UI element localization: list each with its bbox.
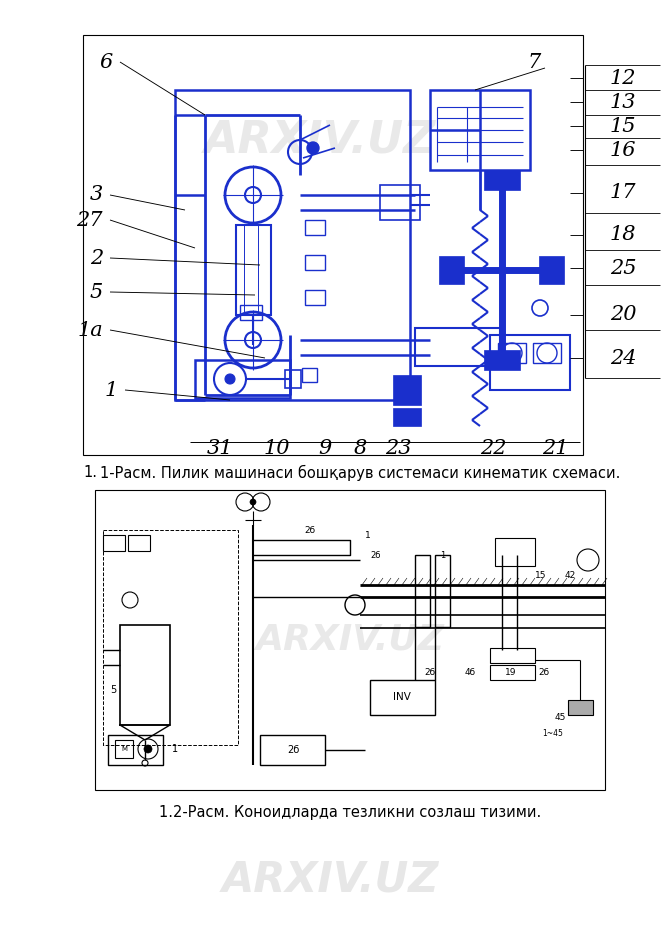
- Text: 1~45: 1~45: [542, 729, 563, 738]
- Bar: [370, 680, 435, 715]
- Bar: [415, 328, 500, 366]
- Bar: [83, 35, 583, 455]
- Text: 15: 15: [535, 571, 547, 580]
- Circle shape: [250, 499, 256, 505]
- Text: 1-Расм. Пилик машинаси бошқарув системаси кинематик схемаси.: 1-Расм. Пилик машинаси бошқарув системас…: [100, 465, 621, 482]
- Text: 6: 6: [100, 52, 113, 71]
- Text: 22: 22: [480, 439, 506, 457]
- Bar: [393, 375, 421, 405]
- Bar: [539, 256, 564, 284]
- Text: ARXIV.UZ: ARXIV.UZ: [204, 119, 436, 162]
- Text: 2б: 2б: [538, 668, 549, 677]
- Text: 10: 10: [264, 439, 290, 457]
- Text: 20: 20: [609, 306, 637, 324]
- Text: 3: 3: [90, 185, 103, 205]
- Text: 23: 23: [385, 439, 411, 457]
- Text: 1.2-Расм. Коноидларда тезликни созлаш тизими.: 1.2-Расм. Коноидларда тезликни созлаш ти…: [159, 805, 541, 820]
- Text: 1: 1: [365, 530, 371, 539]
- Text: M: M: [121, 746, 127, 752]
- Text: 9: 9: [319, 439, 332, 457]
- Bar: [435, 555, 450, 627]
- Text: 1: 1: [104, 381, 118, 399]
- Text: 1: 1: [172, 744, 178, 754]
- Text: 12: 12: [609, 68, 637, 88]
- Text: 2б: 2б: [370, 551, 381, 560]
- Text: 7: 7: [527, 52, 540, 71]
- Bar: [490, 665, 535, 680]
- Text: 42: 42: [565, 571, 576, 580]
- Circle shape: [307, 142, 319, 154]
- Bar: [108, 735, 163, 765]
- Bar: [490, 335, 570, 390]
- Bar: [302, 368, 317, 382]
- Bar: [175, 90, 410, 400]
- Text: 2: 2: [90, 249, 103, 267]
- Text: ARXIV.UZ: ARXIV.UZ: [221, 859, 439, 901]
- Text: 21: 21: [542, 439, 568, 457]
- Bar: [393, 408, 421, 426]
- Text: 25: 25: [609, 258, 637, 278]
- Text: 2б: 2б: [305, 526, 315, 535]
- Bar: [484, 170, 520, 190]
- Bar: [95, 490, 605, 790]
- Text: 24: 24: [609, 349, 637, 367]
- Text: 5: 5: [90, 282, 103, 301]
- Bar: [305, 255, 325, 270]
- Text: INV: INV: [393, 692, 411, 702]
- Bar: [495, 538, 535, 566]
- Circle shape: [225, 374, 235, 384]
- Bar: [285, 370, 301, 388]
- Text: 27: 27: [77, 210, 103, 229]
- Bar: [240, 305, 262, 320]
- Text: 5: 5: [110, 685, 116, 695]
- Bar: [103, 535, 125, 551]
- Bar: [533, 343, 561, 363]
- Text: 19: 19: [505, 668, 516, 677]
- Bar: [380, 185, 420, 220]
- Bar: [195, 360, 290, 398]
- Bar: [568, 700, 593, 715]
- Text: 2б: 2б: [287, 745, 299, 755]
- Bar: [484, 350, 520, 370]
- Bar: [430, 90, 530, 170]
- Text: 1: 1: [440, 551, 446, 560]
- Text: 2б: 2б: [424, 668, 436, 677]
- Bar: [260, 735, 325, 765]
- Bar: [439, 256, 464, 284]
- Bar: [305, 220, 325, 235]
- Bar: [305, 290, 325, 305]
- Circle shape: [144, 745, 152, 753]
- Text: 1.: 1.: [83, 465, 97, 480]
- Text: 15: 15: [609, 117, 637, 136]
- Text: 18: 18: [609, 225, 637, 244]
- Bar: [115, 740, 133, 758]
- Bar: [415, 555, 430, 627]
- Text: 31: 31: [207, 439, 233, 457]
- Bar: [498, 343, 526, 363]
- Bar: [128, 535, 150, 551]
- Bar: [120, 625, 170, 725]
- Text: 16: 16: [609, 140, 637, 160]
- Text: 8: 8: [354, 439, 367, 457]
- Bar: [236, 225, 271, 315]
- Text: 4б: 4б: [465, 668, 475, 677]
- Bar: [490, 648, 535, 663]
- Text: 13: 13: [609, 93, 637, 111]
- Text: 1a: 1a: [77, 321, 103, 339]
- Text: 17: 17: [609, 183, 637, 203]
- Text: 45: 45: [555, 713, 566, 722]
- Text: ARXIV.UZ: ARXIV.UZ: [256, 623, 444, 657]
- Bar: [103, 530, 238, 745]
